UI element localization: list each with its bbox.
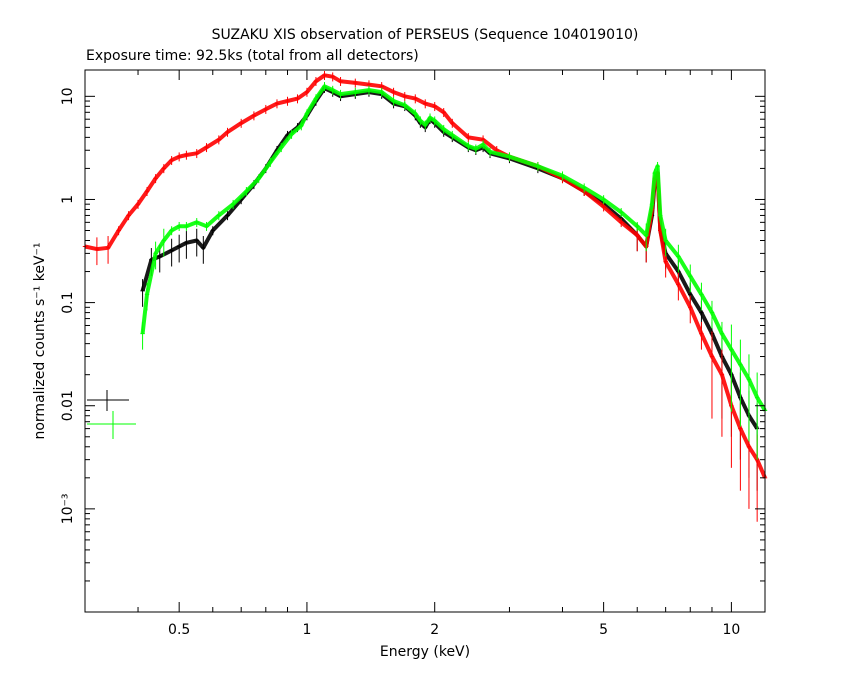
data-series-layer <box>82 71 768 540</box>
x-axis-label: Energy (keV) <box>380 644 470 660</box>
chart-title: SUZAKU XIS observation of PERSEUS (Seque… <box>212 27 639 43</box>
x-tick-label: 5 <box>599 622 608 638</box>
x-tick-label: 1 <box>302 622 311 638</box>
legend-error-samples <box>87 390 136 439</box>
data-series <box>140 83 760 491</box>
x-tick-label: 0.5 <box>168 622 190 638</box>
y-tick-label: 10⁻³ <box>60 493 76 524</box>
y-tick-label: 10 <box>60 87 76 105</box>
y-tick-label: 0.1 <box>60 291 76 313</box>
series-trace <box>84 73 767 479</box>
chart-subtitle: Exposure time: 92.5ks (total from all de… <box>86 48 419 64</box>
y-tick-label: 1 <box>60 195 76 204</box>
x-tick-label: 2 <box>430 622 439 638</box>
y-tick-label: 0.01 <box>60 390 76 421</box>
data-series <box>82 71 768 540</box>
axis-ticks: 0.5 1 2 5 10 10 1 0.1 0.01 10⁻³ <box>60 70 765 638</box>
x-tick-label: 10 <box>722 622 740 638</box>
y-axis-label: normalized counts s⁻¹ keV⁻¹ <box>32 242 48 439</box>
plot-frame <box>84 69 766 613</box>
